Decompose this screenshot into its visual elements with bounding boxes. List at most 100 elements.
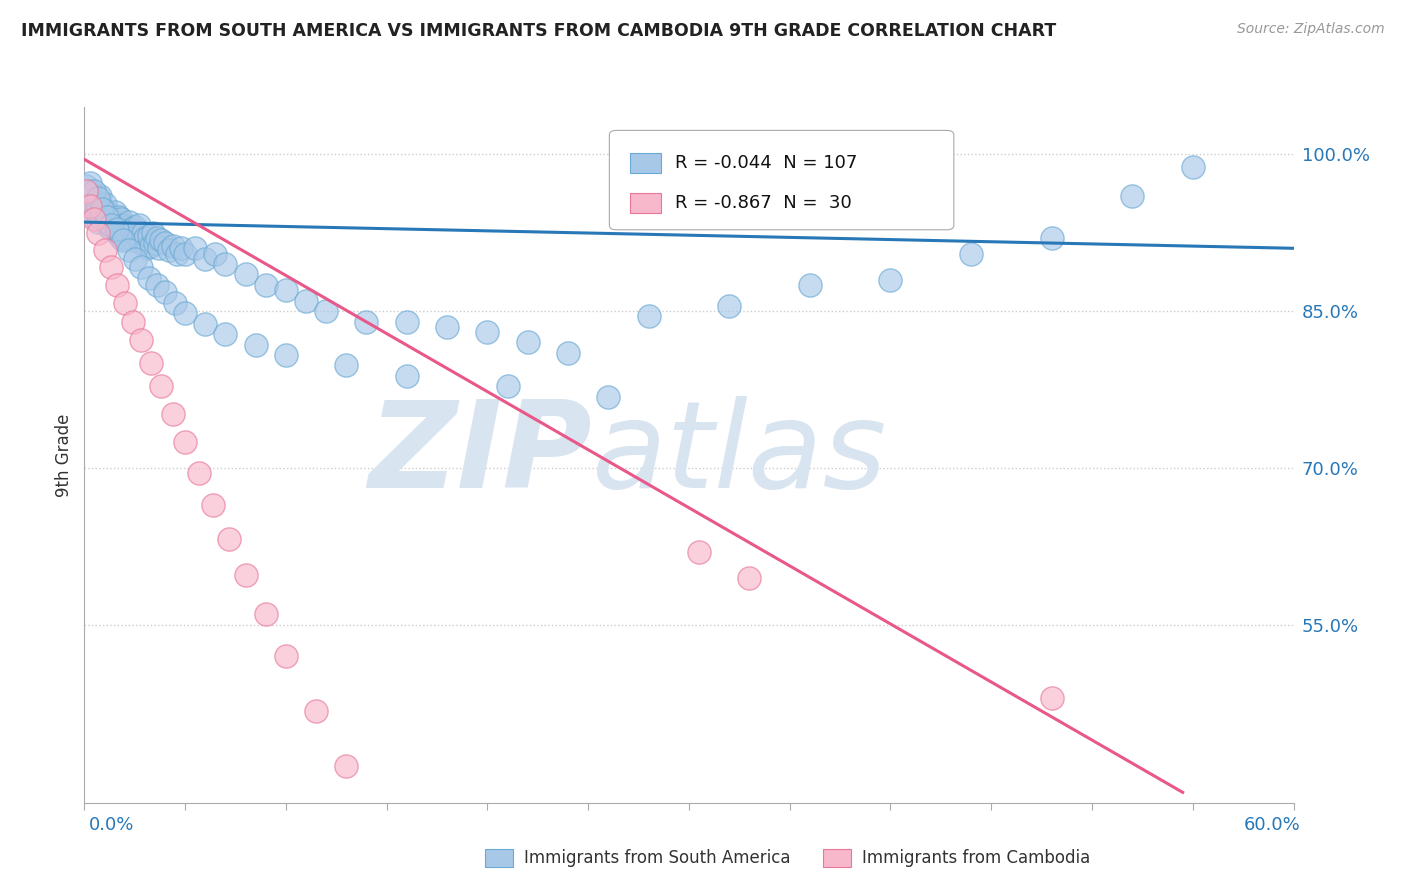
Point (194, 252, 217, 266)
Point (274, 283, 297, 297)
Point (96, 210, 118, 224)
Point (166, 246, 188, 260)
Text: 0.0%: 0.0% (89, 816, 134, 834)
Point (93, 197, 115, 211)
Point (235, 268, 257, 282)
Point (274, 649, 297, 664)
Point (129, 235, 152, 250)
Point (254, 607, 277, 622)
Point (153, 235, 176, 250)
Point (129, 260, 152, 274)
Point (157, 244, 180, 258)
Point (188, 467, 211, 481)
Point (738, 571, 761, 585)
Point (138, 270, 160, 285)
Point (799, 277, 821, 292)
Point (335, 359, 357, 373)
Point (202, 498, 225, 512)
Point (91, 202, 114, 216)
Point (93, 208, 115, 222)
Point (121, 233, 143, 247)
Point (107, 210, 129, 224)
Point (688, 544, 710, 558)
Point (305, 704, 328, 718)
Point (114, 220, 136, 235)
Point (124, 220, 146, 235)
Point (477, 325, 499, 339)
Point (96, 204, 118, 219)
Point (77, 199, 100, 213)
Point (79, 177, 101, 191)
Point (879, 273, 901, 287)
Point (174, 246, 197, 260)
Point (375, 827, 398, 841)
Point (100, 210, 122, 224)
Point (235, 567, 257, 582)
Point (100, 260, 122, 274)
Point (114, 231, 136, 245)
Point (718, 299, 741, 313)
Text: ZIP: ZIP (368, 396, 592, 514)
Point (100, 222, 122, 236)
Point (105, 222, 128, 236)
Point (86, 194, 108, 209)
Point (118, 244, 141, 258)
Point (120, 222, 142, 236)
Point (110, 212, 132, 227)
Point (114, 295, 136, 310)
Point (121, 314, 143, 328)
Point (110, 231, 132, 245)
Point (598, 390, 620, 404)
Point (143, 235, 166, 250)
Point (637, 310, 659, 324)
Point (138, 228, 160, 243)
Point (516, 335, 538, 350)
Point (960, 246, 983, 260)
Point (75, 184, 97, 198)
Point (142, 226, 165, 240)
Point (557, 346, 579, 360)
Point (82, 191, 104, 205)
Point (135, 241, 157, 255)
Point (105, 215, 128, 229)
Point (105, 226, 128, 240)
Point (1040, 691, 1063, 706)
Point (89, 189, 111, 203)
Point (100, 219, 122, 233)
Point (1181, 160, 1204, 174)
Text: R = -0.044  N = 107: R = -0.044 N = 107 (675, 154, 858, 172)
Point (132, 226, 155, 240)
Point (91, 202, 114, 216)
Point (111, 233, 134, 247)
Point (214, 327, 236, 342)
Point (148, 241, 170, 255)
Point (146, 231, 169, 245)
Point (134, 231, 156, 245)
Point (83, 184, 105, 198)
Point (107, 222, 129, 236)
Point (184, 241, 207, 255)
Point (83, 210, 105, 224)
Y-axis label: 9th Grade: 9th Grade (55, 413, 73, 497)
Point (75, 178, 97, 193)
Point (87, 215, 110, 229)
Text: 60.0%: 60.0% (1244, 816, 1301, 834)
Point (96, 215, 118, 229)
Point (83, 212, 105, 227)
Point (128, 219, 150, 233)
Point (77, 189, 100, 203)
Point (395, 314, 418, 328)
Point (496, 379, 519, 393)
Point (254, 277, 277, 292)
Point (218, 532, 240, 546)
Point (174, 434, 197, 449)
Point (139, 239, 162, 253)
Point (111, 219, 134, 233)
Point (170, 241, 193, 255)
Point (79, 184, 101, 198)
Point (125, 228, 148, 243)
Point (1040, 231, 1063, 245)
Point (87, 199, 110, 213)
Point (87, 226, 110, 240)
Point (104, 204, 127, 219)
